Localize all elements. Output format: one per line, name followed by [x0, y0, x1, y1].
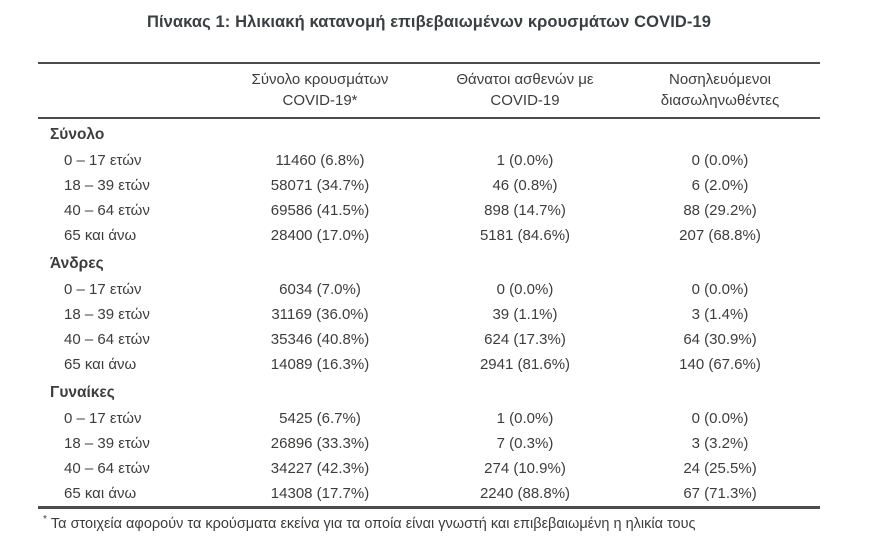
header-total-cases: Σύνολο κρουσμάτων COVID-19*	[210, 69, 430, 111]
cases-cell: 31169 (36.0%)	[271, 306, 369, 323]
cases-cell: 26896 (33.3%)	[270, 435, 370, 452]
row-age-label: 40 – 64 ετών	[64, 331, 150, 348]
intubated-cell: 88 (29.2%)	[683, 202, 757, 219]
cases-cell: 69586 (41.5%)	[270, 202, 370, 219]
table-row: 18 – 39 ετών 31169 (36.0%) 39 (1.1%) 3 (1.4…	[38, 302, 820, 327]
table-row: 0 – 17 ετών 6034 (7.0%) 0 (0.0%) 0 (0.0%)	[38, 277, 820, 302]
header-deaths-line1: Θάνατοι ασθενών με	[456, 71, 594, 88]
header-intubated-line2: διασωληνωθέντες	[660, 92, 780, 109]
intubated-cell: 0 (0.0%)	[691, 152, 749, 169]
row-age-label: 40 – 64 ετών	[64, 202, 150, 219]
intubated-cell: 3 (1.4%)	[691, 306, 749, 323]
row-age-label: 0 – 17 ετών	[64, 152, 142, 169]
cases-cell: 11460 (6.8%)	[275, 152, 365, 169]
row-age-label: 18 – 39 ετών	[64, 177, 150, 194]
table-section: Γυναίκες 0 – 17 ετών 5425 (6.7%) 1 (0.0%) 0 …	[38, 379, 820, 506]
intubated-cell: 0 (0.0%)	[691, 410, 749, 427]
cases-cell: 14308 (17.7%)	[270, 485, 370, 502]
row-age-label: 65 και άνω	[64, 227, 137, 244]
table-row: 18 – 39 ετών 58071 (34.7%) 46 (0.8%) 6 (2.0…	[38, 173, 820, 198]
intubated-cell: 0 (0.0%)	[691, 281, 749, 298]
header-intubated: Νοσηλευόμενοι διασωληνωθέντες	[620, 69, 820, 111]
row-age-label: 40 – 64 ετών	[64, 460, 150, 477]
deaths-cell: 5181 (84.6%)	[479, 227, 571, 244]
covid-age-table: Σύνολο κρουσμάτων COVID-19* Θάνατοι ασθε…	[38, 62, 820, 509]
intubated-cell: 64 (30.9%)	[683, 331, 757, 348]
cases-cell: 58071 (34.7%)	[270, 177, 370, 194]
cases-cell: 35346 (40.8%)	[270, 331, 370, 348]
cases-cell: 34227 (42.3%)	[270, 460, 370, 477]
deaths-cell: 46 (0.8%)	[492, 177, 558, 194]
table-section: Σύνολο 0 – 17 ετών 11460 (6.8%) 1 (0.0%) 0 (…	[38, 121, 820, 248]
deaths-cell: 7 (0.3%)	[496, 435, 554, 452]
header-deaths: Θάνατοι ασθενών με COVID-19	[430, 69, 620, 111]
cases-cell: 14089 (16.3%)	[270, 356, 370, 373]
deaths-cell: 624 (17.3%)	[484, 331, 566, 348]
row-age-label: 0 – 17 ετών	[64, 410, 142, 427]
table-row: 0 – 17 ετών 5425 (6.7%) 1 (0.0%) 0 (0.0%)	[38, 406, 820, 431]
table-row: 65 και άνω 14308 (17.7%) 2240 (88.8%) 67 (7…	[38, 481, 820, 506]
table-row: 0 – 17 ετών 11460 (6.8%) 1 (0.0%) 0 (0.0%)	[38, 148, 820, 173]
footnote-text: Τα στοιχεία αφορούν τα κρούσματα εκείνα …	[50, 515, 696, 532]
table-title: Πίνακας 1: Ηλικιακή κατανομή επιβεβαιωμέ…	[146, 13, 712, 31]
intubated-cell: 3 (3.2%)	[691, 435, 749, 452]
table-row: 65 και άνω 28400 (17.0%) 5181 (84.6%) 207 (…	[38, 223, 820, 248]
table-body: Σύνολο 0 – 17 ετών 11460 (6.8%) 1 (0.0%) 0 (…	[38, 121, 820, 506]
intubated-cell: 6 (2.0%)	[691, 177, 749, 194]
row-age-label: 18 – 39 ετών	[64, 435, 150, 452]
intubated-cell: 207 (68.8%)	[679, 227, 761, 244]
deaths-cell: 0 (0.0%)	[496, 281, 554, 298]
deaths-cell: 898 (14.7%)	[484, 202, 566, 219]
deaths-cell: 1 (0.0%)	[496, 410, 554, 427]
row-age-label: 65 και άνω	[64, 356, 137, 373]
table-row: 40 – 64 ετών 69586 (41.5%) 898 (14.7%) 88 (…	[38, 198, 820, 223]
section-label: Γυναίκες	[50, 384, 115, 401]
intubated-cell: 24 (25.5%)	[683, 460, 757, 477]
footnote-marker: *	[43, 514, 47, 525]
row-age-label: 18 – 39 ετών	[64, 306, 150, 323]
table-row: 40 – 64 ετών 35346 (40.8%) 624 (17.3%) 64 (…	[38, 327, 820, 352]
deaths-cell: 2941 (81.6%)	[479, 356, 571, 373]
header-intubated-line1: Νοσηλευόμενοι	[668, 71, 771, 88]
cases-cell: 5425 (6.7%)	[279, 410, 361, 427]
row-age-label: 65 και άνω	[64, 485, 137, 502]
header-deaths-line2: COVID-19	[490, 92, 560, 109]
table-section: Άνδρες 0 – 17 ετών 6034 (7.0%) 0 (0.0%) 0 (0…	[38, 250, 820, 377]
table-row: 40 – 64 ετών 34227 (42.3%) 274 (10.9%) 24 (…	[38, 456, 820, 481]
header-total-cases-line2: COVID-19*	[282, 92, 358, 109]
deaths-cell: 1 (0.0%)	[496, 152, 554, 169]
table-header-row: Σύνολο κρουσμάτων COVID-19* Θάνατοι ασθε…	[38, 64, 820, 119]
deaths-cell: 39 (1.1%)	[492, 306, 558, 323]
cases-cell: 28400 (17.0%)	[270, 227, 370, 244]
intubated-cell: 140 (67.6%)	[679, 356, 761, 373]
row-age-label: 0 – 17 ετών	[64, 281, 142, 298]
header-total-cases-line1: Σύνολο κρουσμάτων	[251, 71, 389, 88]
intubated-cell: 67 (71.3%)	[683, 485, 757, 502]
report-page: Πίνακας 1: Ηλικιακή κατανομή επιβεβαιωμέ…	[38, 0, 820, 532]
cases-cell: 6034 (7.0%)	[279, 281, 361, 298]
section-label: Άνδρες	[50, 255, 104, 272]
section-label: Σύνολο	[50, 126, 105, 143]
footnote: * Τα στοιχεία αφορούν τα κρούσματα εκείνα…	[38, 514, 820, 532]
deaths-cell: 2240 (88.8%)	[479, 485, 571, 502]
table-row: 18 – 39 ετών 26896 (33.3%) 7 (0.3%) 3 (3.2%…	[38, 431, 820, 456]
table-row: 65 και άνω 14089 (16.3%) 2941 (81.6%) 140 (…	[38, 352, 820, 377]
deaths-cell: 274 (10.9%)	[484, 460, 566, 477]
